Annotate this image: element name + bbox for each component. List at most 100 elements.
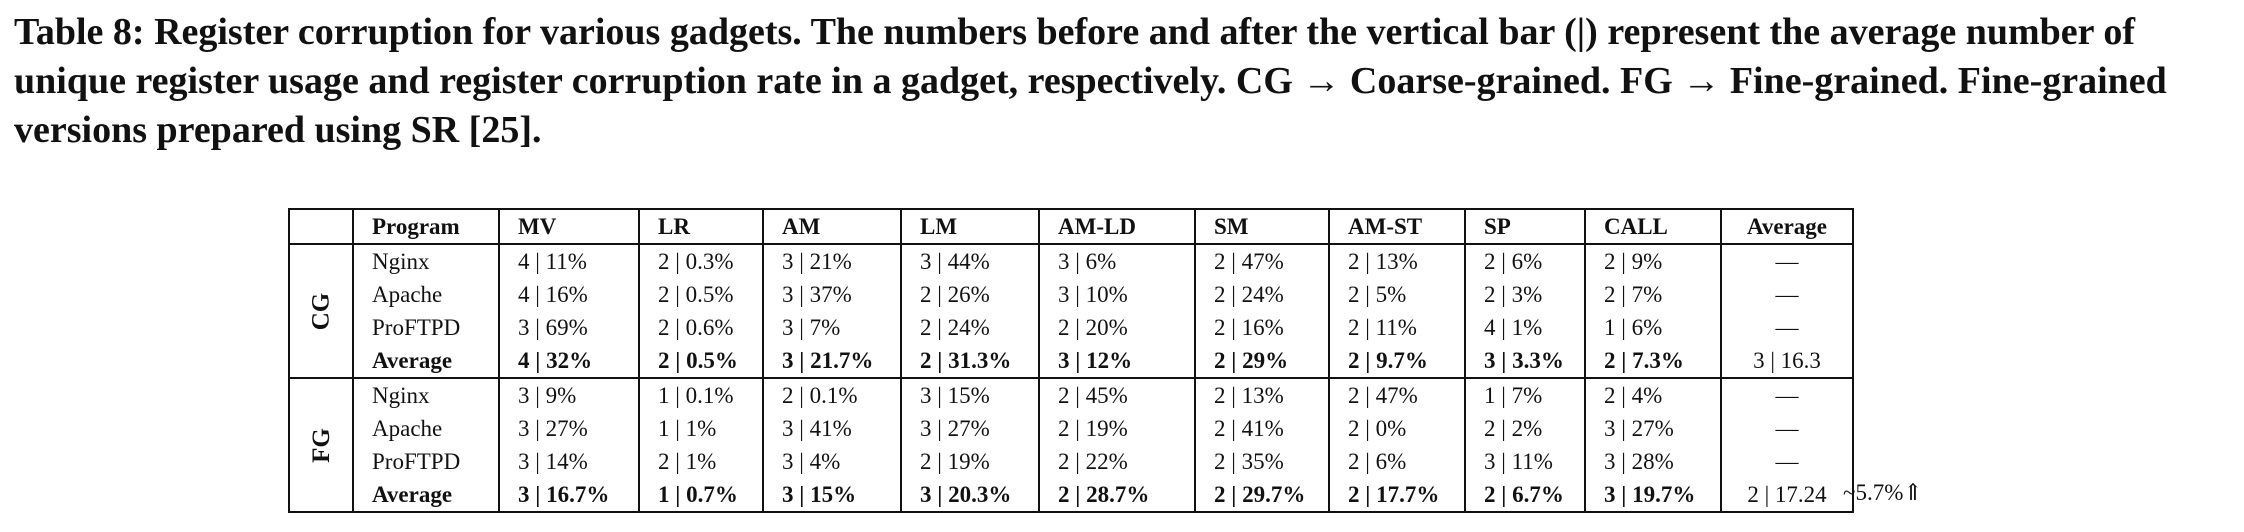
- cell-sm: 2 | 47%: [1194, 243, 1330, 278]
- cell-am-st: 2 | 9.7%: [1328, 344, 1466, 378]
- cell-program: Apache: [352, 278, 500, 311]
- table-header-row: Program MV LR AM LM AM-LD SM AM-ST SP CA…: [288, 209, 1854, 245]
- table-caption: Table 8: Register corruption for various…: [14, 11, 2167, 151]
- cell-am: 3 | 41%: [762, 412, 902, 445]
- cell-sp: 3 | 3.3%: [1464, 344, 1586, 378]
- cell-lm: 2 | 19%: [900, 445, 1040, 478]
- cell-am: 3 | 21.7%: [762, 344, 902, 378]
- cell-sm: 2 | 29.7%: [1194, 478, 1330, 512]
- table-row: FG Nginx 3 | 9% 1 | 0.1% 2 | 0.1% 3 | 15% 2 | …: [288, 377, 1854, 513]
- cell-am-st: 2 | 0%: [1328, 412, 1466, 445]
- cell-am: 3 | 37%: [762, 278, 902, 311]
- cell-am: 3 | 21%: [762, 243, 902, 278]
- cell-sm: 2 | 13%: [1194, 377, 1330, 412]
- cell-am-st: 2 | 13%: [1328, 243, 1466, 278]
- cell-lm: 3 | 20.3%: [900, 478, 1040, 512]
- cell-mv: 4 | 11%: [498, 243, 640, 278]
- cell-average: 3 | 16.3: [1720, 344, 1854, 378]
- cell-am-st: 2 | 6%: [1328, 445, 1466, 478]
- cell-lr: 1 | 1%: [638, 412, 764, 445]
- cell-program: Average: [352, 478, 500, 512]
- cell-sp: 2 | 6.7%: [1464, 478, 1586, 512]
- cell-lr: 2 | 0.3%: [638, 243, 764, 278]
- cell-average: —: [1720, 377, 1854, 412]
- cell-program: Nginx: [352, 243, 500, 278]
- cell-sp: 2 | 2%: [1464, 412, 1586, 445]
- cell-am-st: 2 | 47%: [1328, 377, 1466, 412]
- cell-mv: 3 | 69%: [498, 311, 640, 344]
- cell-program: ProFTPD: [352, 445, 500, 478]
- register-corruption-table-container: Program MV LR AM LM AM-LD SM AM-ST SP CA…: [288, 208, 1854, 513]
- cell-sm: 2 | 35%: [1194, 445, 1330, 478]
- header-mv: MV: [498, 209, 640, 245]
- header-call: CALL: [1584, 209, 1722, 245]
- cell-lm: 2 | 24%: [900, 311, 1040, 344]
- header-average: Average: [1720, 209, 1854, 245]
- cell-lm: 3 | 15%: [900, 377, 1040, 412]
- cell-sp: 4 | 1%: [1464, 311, 1586, 344]
- table-row: Apache 3 | 27% 1 | 1% 3 | 41% 3 | 27% 2 | 19%…: [289, 412, 1854, 445]
- cell-am-st: 2 | 17.7%: [1328, 478, 1466, 512]
- side-note: ~5.7%⇑: [1843, 480, 1923, 505]
- table-row: CG Nginx 4 | 11% 2 | 0.3% 3 | 21% 3 | 44% 3 | …: [288, 243, 1854, 379]
- cell-am-ld: 3 | 10%: [1038, 278, 1196, 311]
- cell-lr: 2 | 0.6%: [638, 311, 764, 344]
- table-body: CG Nginx 4 | 11% 2 | 0.3% 3 | 21% 3 | 44% 3 | …: [288, 243, 1854, 513]
- cell-lr: 2 | 0.5%: [638, 344, 764, 378]
- cell-am-st: 2 | 11%: [1328, 311, 1466, 344]
- header-am-ld: AM-LD: [1038, 209, 1196, 245]
- cell-program: Apache: [352, 412, 500, 445]
- cell-lm: 2 | 31.3%: [900, 344, 1040, 378]
- cell-sm: 2 | 16%: [1194, 311, 1330, 344]
- table-row: Apache 4 | 16% 2 | 0.5% 3 | 37% 2 | 26% 3 | 1…: [289, 278, 1854, 311]
- cell-lr: 1 | 0.1%: [638, 377, 764, 412]
- cell-lm: 2 | 26%: [900, 278, 1040, 311]
- cell-am: 3 | 7%: [762, 311, 902, 344]
- cell-am: 2 | 0.1%: [762, 377, 902, 412]
- cell-sp: 2 | 3%: [1464, 278, 1586, 311]
- header-am-st: AM-ST: [1328, 209, 1466, 245]
- cell-mv: 3 | 16.7%: [498, 478, 640, 512]
- cell-am: 3 | 4%: [762, 445, 902, 478]
- cell-average: —: [1720, 445, 1854, 478]
- cell-lm: 3 | 44%: [900, 243, 1040, 278]
- group-label: CG: [307, 292, 335, 330]
- cell-am-ld: 2 | 19%: [1038, 412, 1196, 445]
- cell-lr: 1 | 0.7%: [638, 478, 764, 512]
- cell-program: Average: [352, 344, 500, 378]
- cell-call: 2 | 7%: [1584, 278, 1722, 311]
- header-lr: LR: [638, 209, 764, 245]
- register-corruption-table: Program MV LR AM LM AM-LD SM AM-ST SP CA…: [288, 208, 1854, 513]
- cell-am-st: 2 | 5%: [1328, 278, 1466, 311]
- table-row: Average 4 | 32% 2 | 0.5% 3 | 21.7% 2 | 31.3%…: [289, 344, 1854, 378]
- group-label-cell: CG: [288, 243, 354, 379]
- cell-lr: 2 | 0.5%: [638, 278, 764, 311]
- cell-call: 3 | 19.7%: [1584, 478, 1722, 512]
- cell-sp: 2 | 6%: [1464, 243, 1586, 278]
- table-row: Average 3 | 16.7% 1 | 0.7% 3 | 15% 3 | 20.3%…: [289, 478, 1854, 512]
- header-program: Program: [352, 209, 500, 245]
- cell-program: ProFTPD: [352, 311, 500, 344]
- group-label: FG: [307, 427, 335, 463]
- cell-call: 3 | 28%: [1584, 445, 1722, 478]
- group-label-spacer: [288, 209, 354, 244]
- cell-am-ld: 2 | 20%: [1038, 311, 1196, 344]
- header-sm: SM: [1194, 209, 1330, 245]
- cell-call: 2 | 9%: [1584, 243, 1722, 278]
- cell-call: 2 | 7.3%: [1584, 344, 1722, 378]
- cell-call: 3 | 27%: [1584, 412, 1722, 445]
- cell-average: —: [1720, 278, 1854, 311]
- cell-average: —: [1720, 311, 1854, 344]
- group-label-cell: FG: [288, 377, 354, 513]
- cell-mv: 4 | 32%: [498, 344, 640, 378]
- cell-sp: 1 | 7%: [1464, 377, 1586, 412]
- cell-sm: 2 | 24%: [1194, 278, 1330, 311]
- cell-average: 2 | 17.24: [1720, 478, 1854, 512]
- cell-average: —: [1720, 243, 1854, 278]
- cell-mv: 3 | 14%: [498, 445, 640, 478]
- cell-call: 2 | 4%: [1584, 377, 1722, 412]
- cell-mv: 4 | 16%: [498, 278, 640, 311]
- header-lm: LM: [900, 209, 1040, 245]
- cell-am-ld: 2 | 45%: [1038, 377, 1196, 412]
- cell-program: Nginx: [352, 377, 500, 412]
